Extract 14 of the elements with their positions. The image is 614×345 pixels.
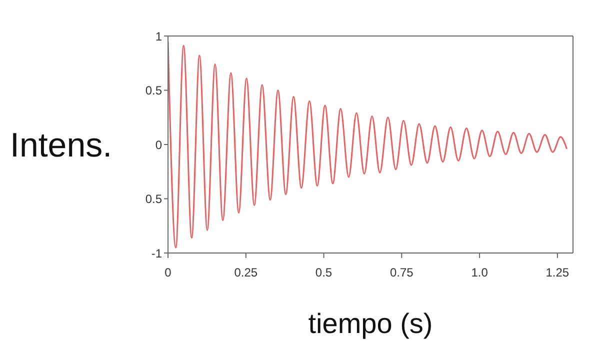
- x-tick-label: 0.75: [390, 266, 414, 280]
- y-tick-label: -1: [151, 246, 162, 260]
- x-tick-label: 1.25: [546, 266, 570, 280]
- x-tick-label: 0.25: [234, 266, 258, 280]
- y-axis-title: Intens.: [10, 126, 112, 164]
- line-series: [168, 40, 568, 248]
- x-axis-title: tiempo (s): [308, 308, 433, 339]
- y-tick-label: 0.5: [145, 192, 162, 206]
- x-tick-label: 0.5: [315, 266, 332, 280]
- y-tick-label: 0: [155, 138, 162, 152]
- y-tick-label: 1: [155, 29, 162, 44]
- y-tick-label: 0.5: [145, 84, 162, 98]
- x-tick-label: 0: [164, 266, 172, 280]
- x-tick-label: 1.0: [471, 266, 488, 280]
